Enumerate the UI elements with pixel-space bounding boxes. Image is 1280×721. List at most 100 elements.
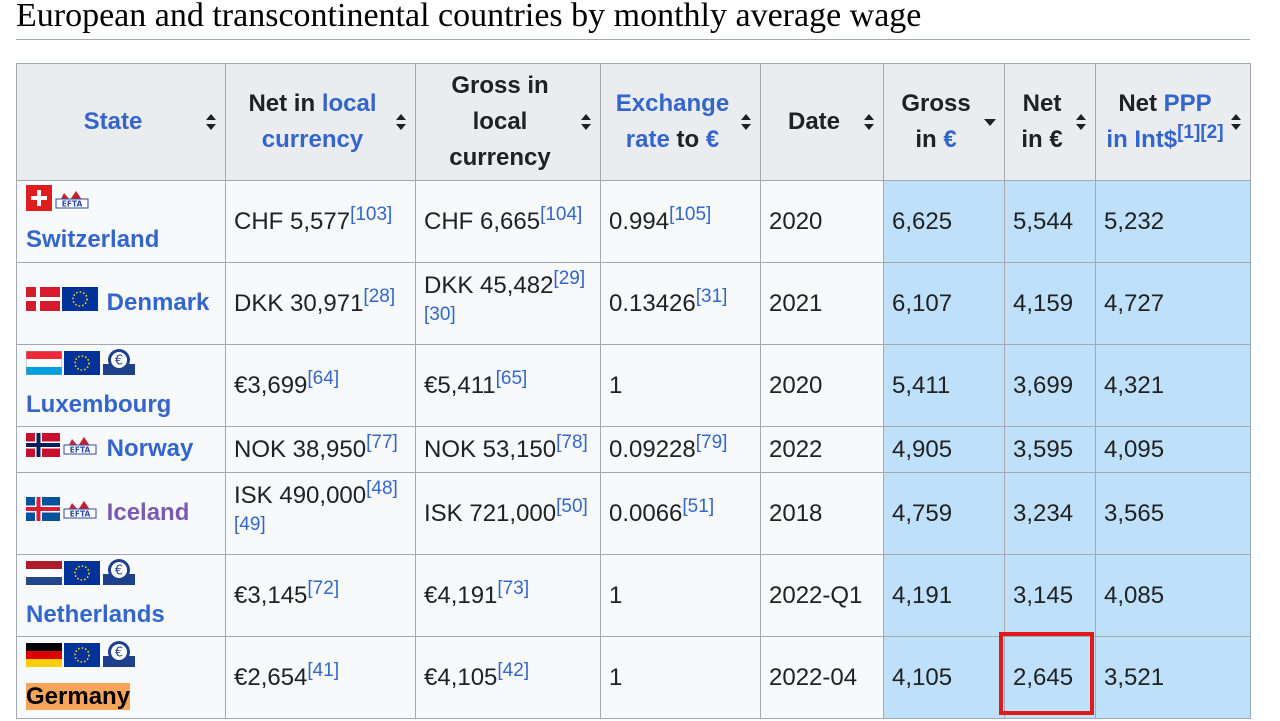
exchange-rate-value: 1 [609, 581, 623, 609]
reference-link[interactable]: [48][49] [234, 477, 398, 535]
col-header-gross-local[interactable]: Gross in local currency [415, 63, 601, 181]
col-header-gross-eur[interactable]: Gross in € [883, 63, 1005, 181]
date-value: 2022-Q1 [769, 581, 863, 609]
gross-local-header-text: Gross in local currency [449, 72, 551, 171]
flag-group: € [25, 349, 138, 380]
net-local-cell: ISK 490,000[48][49] [225, 472, 416, 555]
euro-link[interactable]: € [705, 126, 720, 153]
net-local-cell: €3,699[64] [225, 344, 416, 427]
exchange-rate-value: 0.0066 [609, 499, 683, 527]
gross-local-cell: €4,191[73] [415, 554, 601, 637]
reference-link[interactable]: [28] [363, 285, 396, 307]
sort-icon[interactable] [740, 112, 752, 132]
reference-link[interactable]: [50] [556, 495, 588, 517]
eu-flag-icon[interactable] [64, 560, 100, 596]
reference-link[interactable]: [65] [495, 367, 528, 389]
norway-flag-icon[interactable] [26, 432, 60, 468]
col-header-net-eur[interactable]: Net in € [1004, 63, 1096, 181]
luxembourg-flag-icon[interactable] [25, 350, 63, 386]
net-local-cell: DKK 30,971[28] [225, 262, 416, 345]
reference-link[interactable]: [72] [307, 577, 340, 599]
reference-link[interactable]: [42] [497, 659, 530, 681]
col-header-exchange-rate[interactable]: Exchange rate to € [600, 63, 761, 181]
netherlands-flag-icon[interactable] [26, 560, 62, 596]
net-ppp-cell: 4,727 [1095, 262, 1251, 345]
reference-link[interactable]: [31] [695, 285, 728, 307]
euro-logo-icon[interactable]: € [102, 348, 136, 387]
reference-link[interactable]: [51] [682, 495, 715, 517]
country-link[interactable]: Denmark [106, 289, 210, 317]
reference-link[interactable]: [104] [540, 203, 583, 225]
state-cell: € Germany [16, 636, 226, 719]
gross-euro-link[interactable]: € [943, 126, 957, 153]
col-header-net-ppp[interactable]: Net PPP in Int$[1][2] [1095, 63, 1251, 181]
table-row: € Luxembourg €3,699[64] €5,411[65] 1 2020 5,41… [16, 344, 1251, 427]
table-row: EFTA Norway NOK 38,950[77] NOK 53,150[78] 0… [16, 426, 1251, 473]
efta-logo-icon[interactable]: EFTA [62, 496, 98, 532]
exchange-rate-cell: 1 [600, 636, 761, 719]
country-link[interactable]: Luxembourg [26, 391, 172, 418]
net-local-value: €3,699 [234, 371, 308, 399]
net-ppp-value: 3,521 [1104, 663, 1165, 691]
gross-eur-cell: 6,625 [883, 180, 1005, 263]
ref-2[interactable]: [2] [1200, 122, 1224, 143]
reference-link[interactable]: [78] [556, 431, 588, 453]
country-link[interactable]: Norway [106, 435, 194, 463]
reference-link[interactable]: [73] [497, 577, 530, 599]
reference-link[interactable]: [41] [307, 659, 340, 681]
local-currency-link[interactable]: local currency [261, 90, 377, 153]
reference-link[interactable]: [79] [695, 431, 728, 453]
table-row: Denmark DKK 30,971[28] DKK 45,482[29][30] 0… [16, 262, 1251, 345]
sort-icon[interactable] [863, 112, 875, 132]
sort-icon[interactable] [1230, 112, 1242, 132]
net-local-value: NOK 38,950 [234, 435, 367, 463]
date-cell: 2020 [760, 180, 884, 263]
sort-icon[interactable] [205, 112, 217, 132]
swiss-flag-icon[interactable] [26, 185, 52, 222]
country-link[interactable]: Netherlands [26, 601, 165, 628]
reference-link[interactable]: [29][30] [424, 267, 586, 325]
efta-logo-icon[interactable]: EFTA [54, 186, 90, 222]
col-header-net-local[interactable]: Net in local currency [225, 63, 416, 181]
gross-local-value: NOK 53,150 [424, 435, 557, 463]
net-eur-cell: 3,145 [1004, 554, 1096, 637]
gross-eur-value: 4,759 [892, 499, 953, 527]
gross-local-value: €4,191 [424, 581, 498, 609]
sort-icon[interactable] [580, 112, 592, 132]
country-link[interactable]: Germany [26, 683, 131, 710]
euro-logo-icon[interactable]: € [102, 640, 136, 679]
col-header-date[interactable]: Date [760, 63, 884, 181]
country-link[interactable]: Iceland [106, 499, 190, 527]
danish-flag-icon[interactable] [26, 286, 60, 322]
gross-local-cell: CHF 6,665[104] [415, 180, 601, 263]
iceland-flag-icon[interactable] [26, 496, 60, 532]
wage-table: State Net in local currency Gross in loc… [16, 63, 1251, 719]
eu-flag-icon[interactable] [64, 642, 100, 678]
date-value: 2020 [769, 371, 823, 399]
net-ppp-cell: 4,095 [1095, 426, 1251, 473]
exchange-rate-cell: 1 [600, 344, 761, 427]
ppp-link[interactable]: PPP [1163, 90, 1212, 117]
country-link[interactable]: Switzerland [26, 226, 160, 254]
gross-eur-cell: 6,107 [883, 262, 1005, 345]
reference-link[interactable]: [103] [350, 203, 393, 225]
reference-link[interactable]: [64] [307, 367, 340, 389]
exchange-rate-link[interactable]: Exchange rate [615, 90, 730, 153]
eu-flag-icon[interactable] [62, 286, 98, 322]
germany-flag-icon[interactable] [26, 642, 62, 678]
sort-icon[interactable] [395, 112, 407, 132]
sort-desc-icon[interactable] [984, 112, 996, 132]
state-header-link[interactable]: State [83, 108, 143, 135]
eu-flag-icon[interactable] [64, 350, 100, 386]
reference-link[interactable]: [105] [669, 203, 712, 225]
reference-link[interactable]: [77] [366, 431, 398, 453]
int-dollar-link[interactable]: in Int$ [1106, 126, 1178, 153]
euro-logo-icon[interactable]: € [102, 558, 136, 597]
ref-1[interactable]: [1] [1177, 122, 1201, 143]
state-cell: EFTA Iceland [16, 472, 226, 555]
sort-icon[interactable] [1075, 112, 1087, 132]
net-eur-value: 3,699 [1013, 371, 1074, 399]
net-ppp-value: 4,085 [1104, 581, 1165, 609]
efta-logo-icon[interactable]: EFTA [62, 432, 98, 468]
col-header-state[interactable]: State [16, 63, 226, 181]
